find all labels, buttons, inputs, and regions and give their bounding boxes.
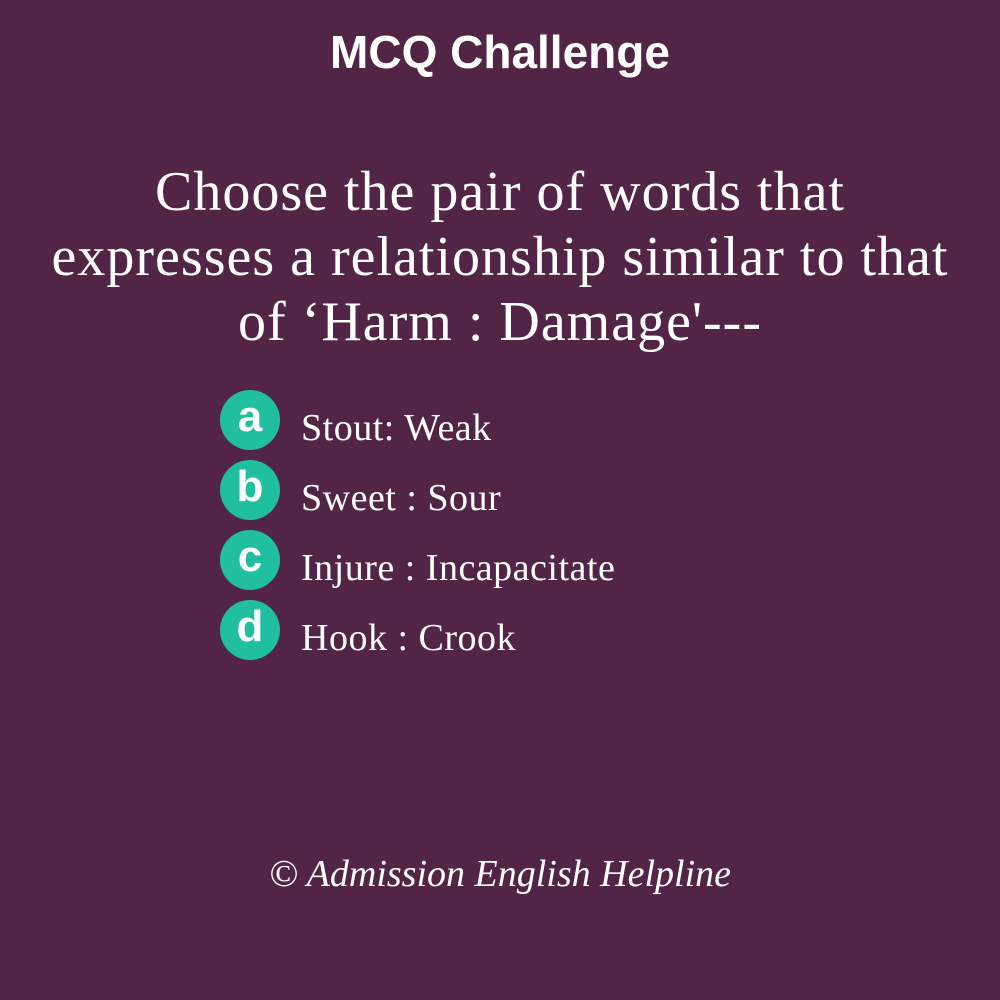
question-text: Choose the pair of words that expresses …	[51, 161, 949, 353]
copyright-footer: © Admission English Helpline	[269, 853, 731, 895]
option-b-text: Sweet : Sour	[301, 477, 502, 519]
option-b-badge: b	[220, 460, 280, 520]
option-c-badge: c	[220, 530, 280, 590]
option-b[interactable]: b Sweet : Sour	[220, 460, 920, 530]
option-c[interactable]: c Injure : Incapacitate	[220, 530, 920, 600]
options-list: a Stout: Weak b Sweet : Sour c Injure : …	[220, 390, 920, 670]
option-d-badge: d	[220, 600, 280, 660]
option-a[interactable]: a Stout: Weak	[220, 390, 920, 460]
option-a-text: Stout: Weak	[301, 407, 492, 449]
option-d[interactable]: d Hook : Crook	[220, 600, 920, 670]
page-title: MCQ Challenge	[330, 26, 670, 78]
option-d-text: Hook : Crook	[301, 617, 516, 659]
option-c-text: Injure : Incapacitate	[301, 547, 616, 589]
option-a-badge: a	[220, 390, 280, 450]
